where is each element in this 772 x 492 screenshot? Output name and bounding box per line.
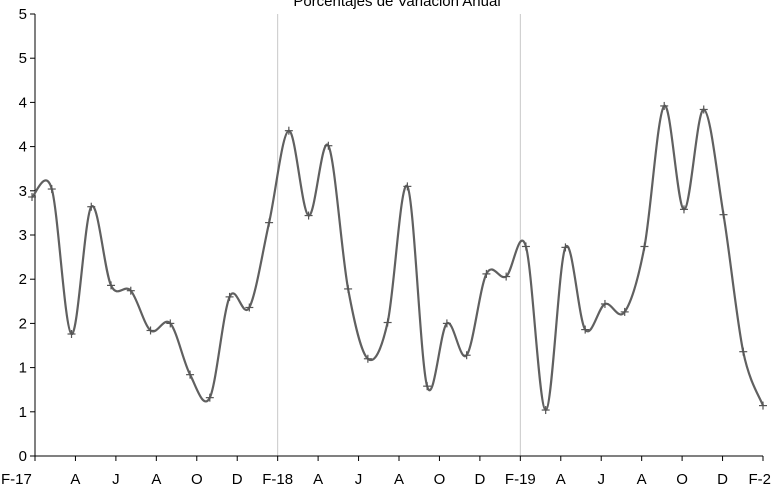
x-tick-label: D	[232, 471, 243, 488]
x-tick-label: A	[394, 471, 404, 488]
x-tick-label: O	[434, 471, 446, 488]
y-tick-label: 0	[19, 448, 27, 465]
x-tick-label: F-19	[505, 471, 536, 488]
data-point	[679, 205, 688, 214]
y-tick-label: 4	[19, 139, 27, 156]
y-axis-ticks: 0 1 1 2 2 3 3 4 4 5 5	[19, 6, 35, 465]
data-point	[482, 269, 491, 278]
data-point	[28, 192, 36, 201]
data-point	[442, 319, 451, 328]
y-tick-label: 2	[19, 315, 27, 332]
x-tick-label: J	[597, 471, 605, 488]
y-tick-label: 4	[19, 94, 27, 111]
data-point	[581, 325, 590, 334]
y-tick-label: 5	[19, 6, 27, 23]
data-point	[126, 286, 135, 295]
marker-layer	[28, 101, 767, 415]
x-tick-label: J	[355, 471, 363, 488]
data-point	[719, 210, 728, 219]
y-tick-label: 2	[19, 271, 27, 288]
data-point	[660, 101, 669, 110]
data-point	[600, 299, 609, 308]
grid-lines	[277, 14, 521, 456]
data-point	[225, 292, 234, 301]
data-point	[502, 272, 511, 281]
x-tick-label: O	[191, 471, 203, 488]
data-point	[265, 218, 274, 227]
chart-title: Porcentajes de Variación Anual	[293, 0, 500, 10]
data-point	[561, 243, 570, 252]
data-point	[344, 284, 353, 293]
x-tick-label: F-17	[1, 471, 32, 488]
x-tick-label: A	[151, 471, 161, 488]
data-point	[205, 393, 214, 402]
data-point	[87, 202, 96, 211]
y-tick-label: 3	[19, 183, 27, 200]
x-tick-label: A	[313, 471, 323, 488]
x-tick-label: D	[474, 471, 485, 488]
x-tick-label: A	[556, 471, 566, 488]
data-point	[67, 330, 76, 339]
data-point	[245, 303, 254, 312]
data-point	[186, 370, 195, 379]
data-point	[304, 211, 313, 220]
data-point	[759, 401, 767, 410]
series-layer	[31, 104, 765, 412]
data-point	[383, 318, 392, 327]
x-tick-label: F-18	[262, 471, 293, 488]
data-point	[521, 242, 530, 251]
data-point	[146, 326, 155, 335]
x-tick-label: F-2	[749, 471, 772, 488]
x-tick-label: O	[676, 471, 688, 488]
data-point	[324, 141, 333, 150]
data-point	[423, 382, 432, 391]
data-point	[107, 281, 116, 290]
data-point	[541, 406, 550, 415]
x-tick-label: J	[112, 471, 120, 488]
x-tick-label: A	[70, 471, 80, 488]
data-point	[363, 354, 372, 363]
y-tick-label: 1	[19, 360, 27, 377]
y-tick-label: 5	[19, 50, 27, 67]
data-point	[620, 307, 629, 316]
x-tick-label: D	[717, 471, 728, 488]
data-point	[739, 347, 748, 356]
x-tick-label: A	[637, 471, 647, 488]
data-point	[47, 185, 56, 194]
data-point	[640, 242, 649, 251]
data-point	[166, 319, 175, 328]
y-tick-label: 1	[19, 404, 27, 421]
data-point	[284, 126, 293, 135]
data-point	[462, 351, 471, 360]
series-line	[31, 104, 765, 412]
y-tick-label: 3	[19, 227, 27, 244]
data-point	[403, 182, 412, 191]
x-axis-ticks: F-17 A J A O D F-18 A J A O D F-19 A J A O D F-2	[1, 456, 771, 488]
data-point	[699, 105, 708, 114]
